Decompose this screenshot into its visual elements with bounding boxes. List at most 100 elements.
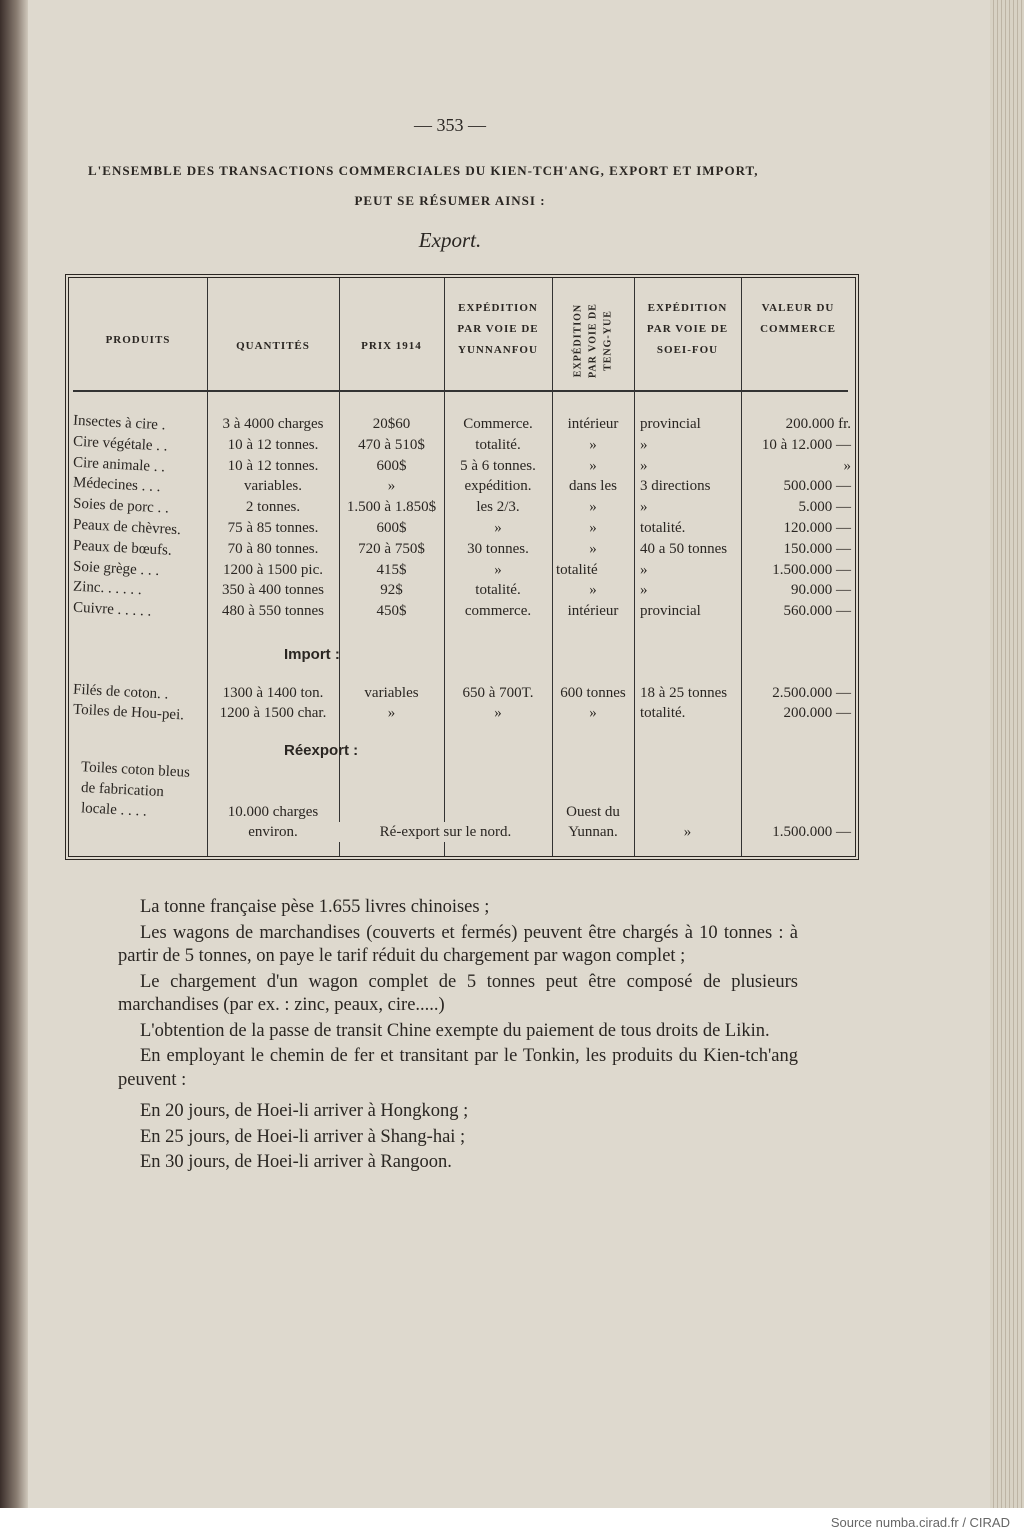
paragraph: Les wagons de marchandises (couverts et … [118, 922, 798, 967]
export-row-cell: totalité. [475, 436, 521, 453]
import-row-cell: 2.500.000 — [772, 685, 851, 701]
export-row-cell: 500.000 — [783, 478, 852, 495]
export-row-cell: 10 à 12.000 — [761, 436, 851, 453]
reexport-soei-fou: » [683, 824, 692, 840]
reexport-teng-yue: Ouest du [566, 804, 620, 820]
export-row-cell: » [494, 520, 502, 536]
column-divider [634, 278, 635, 856]
table-header: EXPÉDITION PAR VOIE DE TENG-YUE [572, 303, 614, 378]
import-row-cell: » [494, 705, 502, 721]
export-row-cell: 2 tonnes. [245, 499, 301, 516]
export-row-cell: provincial [640, 603, 701, 620]
paragraph: En employant le chemin de fer et transit… [118, 1046, 798, 1090]
import-row-cell: » [589, 705, 597, 721]
export-row-cell: 1.500 à 1.850$ [346, 499, 437, 516]
import-row-cell: 600 tonnes [560, 685, 626, 701]
import-row-cell: totalité. [640, 705, 686, 721]
reexport-quantity: environ. [248, 824, 298, 840]
page-edges [990, 0, 1024, 1508]
reexport-value: 1.500.000 — [772, 824, 851, 840]
paragraph: La tonne française pèse 1.655 livres chi… [140, 897, 490, 917]
export-row-cell: 1200 à 1500 pic. [223, 561, 323, 578]
export-row-cell: 70 à 80 tonnes. [227, 540, 319, 557]
export-row-cell: » [640, 457, 648, 474]
header-rule [73, 390, 848, 392]
export-row-cell: variables. [244, 478, 302, 495]
table-header: EXPÉDITION PAR VOIE DE YUNNANFOU [457, 302, 539, 356]
export-row-cell: 10 à 12 tonnes. [227, 457, 319, 474]
reexport-quantity: 10.000 charges [227, 804, 319, 820]
source-credit: Source numba.cirad.fr / CIRAD [830, 1515, 1010, 1530]
import-section-label: Import : [284, 646, 340, 663]
export-row-cell: » [843, 457, 852, 474]
table-header: VALEUR DU COMMERCE [760, 302, 836, 335]
commerce-table: PRODUITS QUANTITÉS PRIX 1914 EXPÉDITION PAR… [65, 274, 859, 860]
export-row-cell: 3 directions [640, 478, 711, 495]
export-row-cell: 5 à 6 tonnes. [460, 457, 536, 474]
import-row-cell: 18 à 25 tonnes [640, 685, 728, 701]
export-row-cell: » [589, 540, 597, 557]
export-row-cell: 1.500.000 — [772, 561, 851, 578]
export-row-cell: totalité. [640, 520, 686, 536]
table-header: EXPÉDITION PAR VOIE DE SOEI-FOU [646, 302, 729, 356]
export-row-cell: les 2/3. [476, 499, 520, 516]
export-row-cell: 10 à 12 tonnes. [227, 436, 319, 453]
table-header: PRIX 1914 [361, 340, 422, 352]
export-row-cell: commerce. [464, 603, 532, 620]
export-row-cell: 5.000 — [798, 499, 852, 516]
export-row-cell: » [589, 457, 597, 474]
column-divider [339, 278, 340, 856]
export-row-cell: 200.000 fr. [785, 416, 851, 432]
export-row-cell: 350 à 400 tonnes [221, 582, 325, 599]
reexport-section-label: Réexport : [284, 742, 359, 759]
export-row-cell: intérieur [567, 603, 619, 620]
section-title-line-1: L'ensemble des transactions commerciales… [88, 163, 759, 178]
export-row-cell: totalité [556, 561, 598, 578]
export-row-cell: 3 à 4000 charges [222, 416, 324, 432]
paragraph: En 20 jours, de Hoei-li arriver à Hongko… [140, 1101, 469, 1121]
export-row-cell: 415$ [376, 561, 407, 578]
export-row-cell: provincial [640, 416, 701, 432]
export-row-cell: dans les [569, 478, 617, 495]
book-binding [0, 0, 28, 1508]
export-row-cell: » [640, 582, 648, 599]
export-row-cell: 600$ [376, 520, 407, 536]
export-row-cell: 92$ [380, 582, 403, 599]
column-divider [207, 278, 208, 856]
export-row-cell: » [589, 499, 597, 516]
export-row-cell: 600$ [376, 457, 407, 474]
table-header: QUANTITÉS [236, 340, 310, 352]
export-row-cell: » [589, 520, 597, 536]
export-row-cell: » [640, 561, 648, 578]
body-text: La tonne française pèse 1.655 livres chi… [118, 896, 798, 1177]
export-row-cell: » [589, 582, 597, 599]
import-row-cell: » [387, 705, 396, 721]
paragraph: L'obtention de la passe de transit Chine… [140, 1020, 770, 1041]
paragraph: En 25 jours, de Hoei-li arriver à Shang-… [140, 1126, 466, 1147]
export-row-cell: intérieur [567, 416, 619, 432]
export-row-cell: 150.000 — [783, 540, 852, 557]
column-divider [444, 278, 445, 856]
import-row-cell: 650 à 700T. [462, 685, 534, 701]
paragraph: En 30 jours, de Hoei-li arriver à Rangoo… [140, 1152, 452, 1172]
column-divider [552, 278, 553, 856]
import-row-cell: 1200 à 1500 char. [219, 705, 327, 721]
export-row-cell: 720 à 750$ [358, 540, 425, 557]
export-row-cell: » [589, 436, 597, 453]
export-row-cell: » [494, 561, 502, 578]
import-row-cell: 200.000 — [783, 705, 852, 721]
reexport-product: locale . . . . [80, 800, 148, 820]
export-row-cell: 560.000 — [783, 603, 852, 620]
export-row-cell: 450$ [376, 603, 407, 620]
table-header: PRODUITS [105, 334, 171, 346]
import-row-cell: variables [364, 685, 419, 701]
export-row-cell: » [387, 478, 396, 495]
export-row-cell: » [640, 436, 648, 453]
export-row-cell: 20$60 [372, 416, 411, 432]
export-row-cell: 40 a 50 tonnes [640, 540, 728, 557]
export-row-cell: 470 à 510$ [358, 436, 425, 453]
import-row-cell: 1300 à 1400 ton. [222, 685, 324, 701]
export-row-cell: totalité. [475, 582, 521, 599]
export-row-cell: 90.000 — [791, 582, 851, 599]
